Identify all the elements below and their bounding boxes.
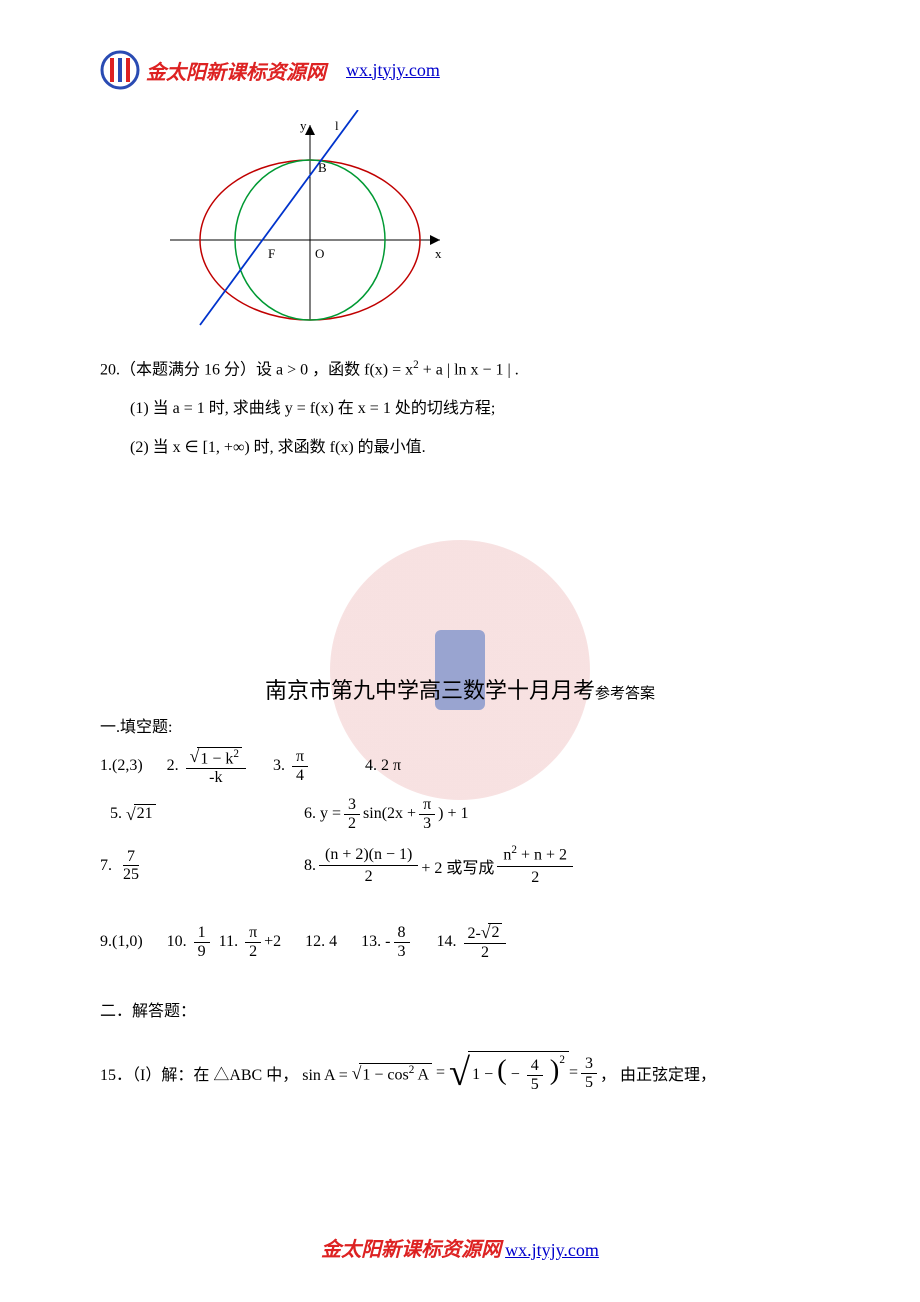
p20-lead: 20.（本题满分 16 分）设 a > 0 ，函数 f(x) = x: [100, 361, 413, 378]
p20-lead-tail: + a | ln x − 1 | .: [419, 361, 519, 378]
answers-row-2: 5. √21 6. y = 32 sin(2x + π3 ) + 1: [100, 796, 820, 832]
line-l-label: l: [335, 118, 339, 133]
ans-7: 7. 725: [100, 848, 280, 884]
axis-x-label: x: [435, 246, 442, 261]
p20-sub1: (1) 当 a = 1 时, 求曲线 y = f(x) 在 x = 1 处的切线…: [130, 395, 820, 424]
ans-4: 4. 2 π: [365, 757, 401, 775]
ans-12: 12. 4: [305, 933, 337, 951]
ans-5: 5. √21: [110, 804, 280, 825]
answers-row-1: 1.(2,3) 2. √1 − k2 -k 3. π4 4. 2 π: [100, 747, 820, 787]
ellipse-figure: y l B F O x: [160, 110, 820, 335]
page-header: 金太阳新课标资源网 wx.jtyjy.com: [100, 50, 820, 90]
origin-label: O: [315, 246, 324, 261]
brand-logo-icon: [100, 50, 140, 90]
footer-url[interactable]: wx.jtyjy.com: [505, 1240, 599, 1260]
section-2-label: 二．解答题：: [100, 997, 820, 1021]
ans-15: 15．（I）解：在 △ABC 中， sin A = √1 − cos2 A = …: [100, 1051, 820, 1095]
ans-13: 13. - 83: [361, 924, 412, 960]
answer-title-sub: 参考答案: [595, 686, 655, 702]
problem-20: 20.（本题满分 16 分）设 a > 0 ，函数 f(x) = x2 + a …: [100, 355, 820, 385]
ans-9: 9.(1,0): [100, 933, 143, 951]
header-url[interactable]: wx.jtyjy.com: [346, 60, 440, 81]
page-footer: 金太阳新课标资源网 wx.jtyjy.com: [0, 1233, 920, 1262]
point-f-label: F: [268, 246, 275, 261]
ans-1: 1.(2,3): [100, 757, 143, 775]
footer-brand: 金太阳新课标资源网: [321, 1239, 501, 1261]
ans-3: 3. π4: [273, 748, 311, 784]
ans-11: 11. π2 +2: [219, 924, 282, 960]
ans-14: 14. 2-√2 2: [437, 923, 510, 961]
point-b-label: B: [318, 160, 327, 175]
section-1-label: 一.填空题:: [100, 713, 820, 737]
answer-title: 南京市第九中学高三数学十月月考参考答案: [100, 673, 820, 705]
answers-row-3: 7. 725 8. (n + 2)(n − 1)2 + 2 或写成 n2 + n…: [100, 842, 820, 889]
ans-6: 6. y = 32 sin(2x + π3 ) + 1: [304, 796, 469, 832]
p20-sub2: (2) 当 x ∈ [1, +∞) 时, 求函数 f(x) 的最小值.: [130, 434, 820, 463]
brand-name: 金太阳新课标资源网: [146, 56, 326, 85]
axis-y-label: y: [300, 118, 307, 133]
ans-10: 10. 19: [167, 924, 213, 960]
ans-2: 2. √1 − k2 -k: [167, 747, 249, 787]
ans-8: 8. (n + 2)(n − 1)2 + 2 或写成 n2 + n + 22: [304, 842, 576, 889]
answer-title-main: 南京市第九中学高三数学十月月考: [265, 678, 595, 703]
answers-row-4: 9.(1,0) 10. 19 11. π2 +2 12. 4 13. - 83 …: [100, 923, 820, 961]
